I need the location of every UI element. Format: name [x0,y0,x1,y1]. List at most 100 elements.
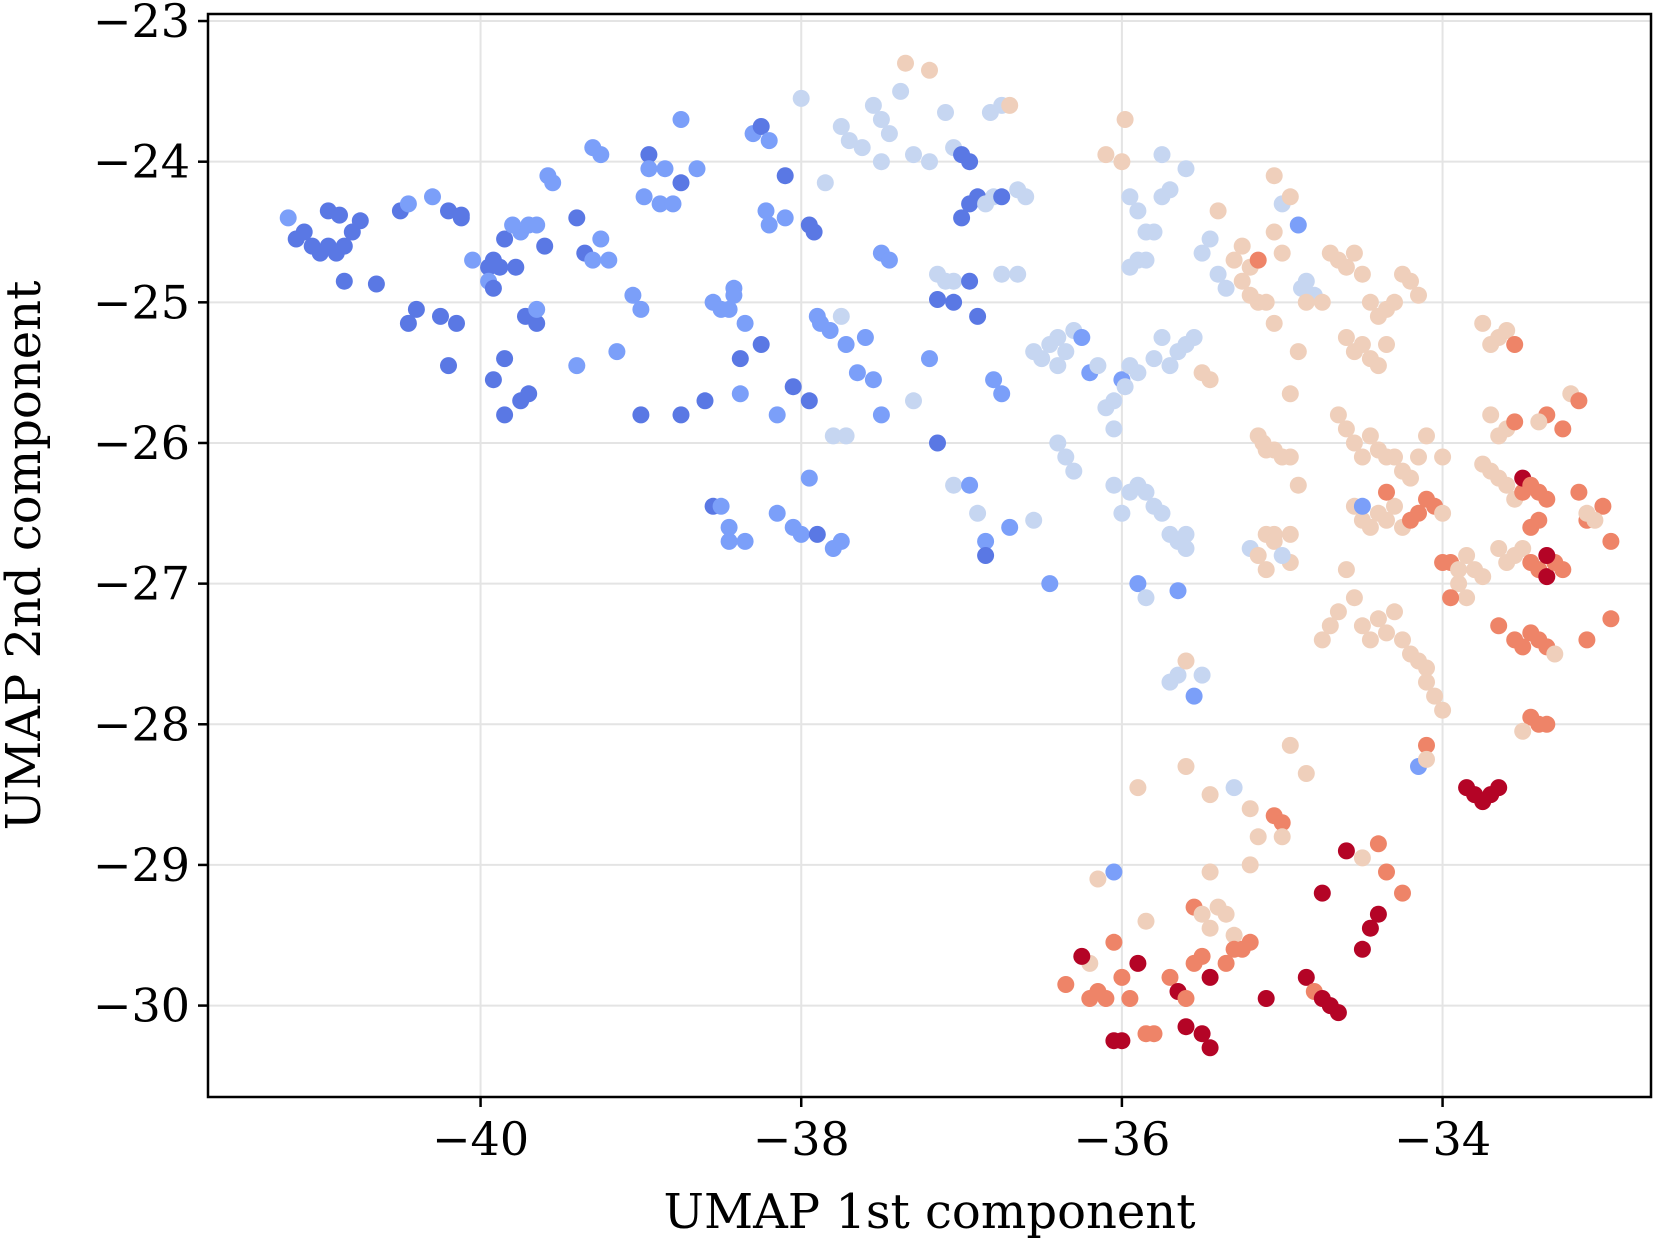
scatter-point [872,406,890,424]
scatter-point [1177,652,1195,670]
scatter-point [720,532,738,550]
scatter-point [760,216,778,234]
scatter-point [1257,990,1275,1007]
scatter-point [1297,765,1315,782]
scatter-point [1530,413,1548,431]
scatter-point [1177,758,1195,775]
scatter-point [1554,420,1572,438]
scatter-point [1201,863,1219,881]
scatter-point [1201,919,1219,937]
scatter-point [792,89,810,107]
scatter-point [1129,954,1147,972]
scatter-point [1538,715,1556,733]
axis-ticks: −40 −38 −36 −34 −23 −24 −25 −26 −27 −28 −29 −30 [93,0,1491,1166]
scatter-point [1337,561,1355,579]
scatter-point [331,206,348,224]
scatter-point [1361,631,1379,649]
scatter-point [464,251,482,269]
scatter-point [1073,329,1091,346]
scatter-point [1105,933,1123,951]
scatter-point [1209,202,1227,220]
scatter-point [725,286,743,304]
scatter-point [656,160,674,178]
scatter-point [1297,968,1315,986]
scatter-point [961,272,979,290]
scatter-point [1329,1004,1347,1022]
scatter-point [1378,483,1395,501]
scatter-point [1498,476,1516,494]
scatter-point [905,146,922,164]
scatter-point [993,265,1011,283]
scatter-point [1233,237,1251,255]
scatter-point [491,258,509,276]
scatter-point [1153,329,1171,346]
scatter-point [1281,448,1299,466]
scatter-point [632,300,650,318]
scatter-point [1193,244,1211,262]
scatter-point [1201,230,1219,248]
scatter-point [1361,293,1379,311]
scatter-point [1474,568,1492,586]
scatter-point [837,336,855,353]
scatter-point [1434,701,1452,719]
scatter-point [921,61,938,79]
scatter-point [1313,631,1331,649]
scatter-point [1129,779,1147,797]
scatter-point [1418,427,1435,445]
scatter-point [1458,547,1476,564]
scatter-point [1201,371,1219,389]
scatter-point [592,230,610,248]
plot-frame [206,12,1653,1099]
scatter-point [961,476,979,494]
scatter-point [1313,884,1331,902]
scatter-point [1369,357,1387,375]
scatter-point [1498,322,1516,339]
scatter-point [832,532,850,550]
scatter-point [832,307,850,325]
scatter-point [1386,293,1403,311]
scatter-point [504,216,522,234]
scatter-point [720,518,738,536]
scatter-point [672,406,690,424]
scatter-point [399,195,417,213]
scatter-point [1185,329,1203,346]
scatter-point [961,153,979,171]
scatter-point [872,153,890,171]
scatter-point [1506,336,1524,353]
scatter-point [1538,490,1556,508]
scatter-point [977,547,995,564]
scatter-point [1337,842,1355,860]
scatter-point [1369,905,1387,923]
scatter-point [1249,547,1267,564]
scatter-point [1329,406,1347,424]
scatter-point [832,118,850,135]
scatter-points [279,54,1620,1057]
scatter-point [1129,575,1147,593]
scatter-point [1225,926,1243,944]
scatter-point [1121,990,1139,1007]
scatter-point [351,212,369,230]
scatter-point [651,195,669,213]
scatter-point [1129,364,1147,382]
scatter-point [1273,814,1291,832]
scatter-point [1121,188,1139,206]
scatter-point [1410,286,1427,304]
scatter-point [1474,314,1492,332]
scatter-point [672,111,690,128]
scatter-point [993,385,1011,403]
scatter-point [1594,497,1612,515]
scatter-point [1177,990,1195,1007]
scatter-point [736,314,754,332]
scatter-point [1265,167,1283,185]
scatter-point [592,146,610,164]
scatter-point [1554,561,1572,579]
scatter-point [731,350,749,368]
scatter-point [1249,251,1267,269]
scatter-point [1402,272,1419,290]
scatter-point [407,300,425,318]
scatter-point [484,279,502,297]
scatter-point [1281,385,1299,403]
scatter-point [1017,188,1035,206]
scatter-point [929,434,946,452]
scatter-point [1386,603,1403,621]
